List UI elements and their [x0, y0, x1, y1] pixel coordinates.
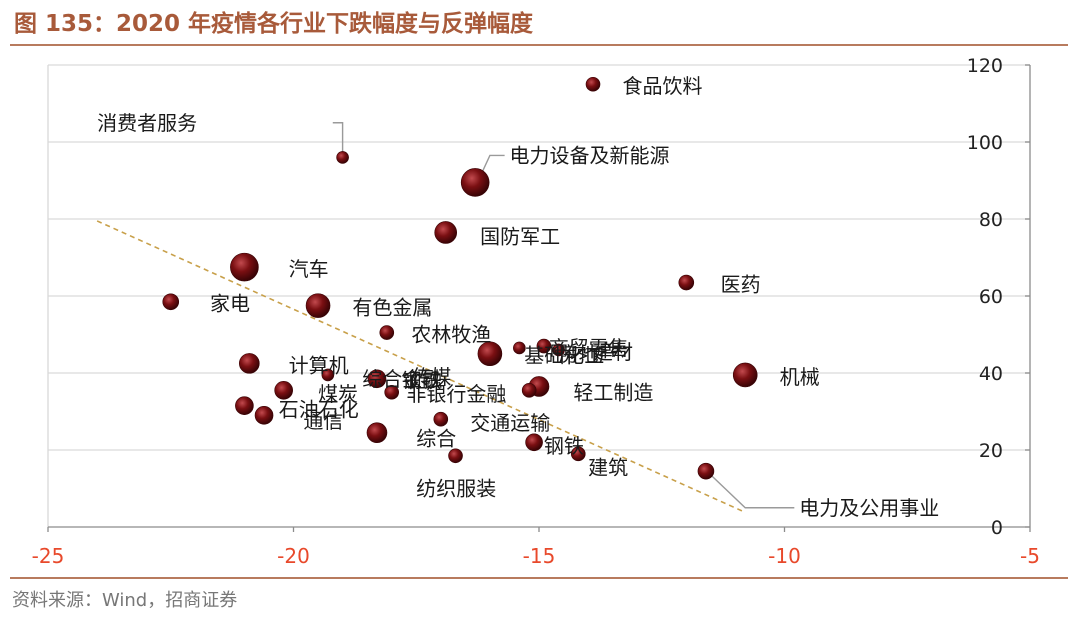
y-tick-label: 40 [979, 363, 1003, 385]
point-label: 医药 [721, 272, 761, 296]
bubble-point [732, 362, 758, 388]
bubble-point [433, 411, 449, 427]
point-label: 家电 [210, 292, 250, 316]
point-label: 机械 [780, 365, 820, 389]
bubble-point [477, 341, 503, 367]
point-label: 农林牧渔 [411, 323, 491, 347]
point-label: 石油石化 [279, 398, 359, 422]
point-label: 钢铁 [402, 369, 442, 393]
bubble-point [254, 406, 274, 425]
bubble-point [305, 293, 331, 318]
bubble-point [366, 422, 388, 443]
bubble-point [274, 381, 293, 400]
bubble-point [367, 369, 387, 389]
source-note: 资料来源：Wind，招商证券 [12, 590, 238, 611]
bubble-point [697, 462, 715, 480]
y-tick-label: 100 [967, 132, 1003, 154]
title-rule [10, 44, 1068, 46]
y-tick-label: 60 [979, 286, 1003, 308]
bubble-point [384, 384, 400, 400]
point-label: 商贸零售 [549, 336, 629, 360]
point-label: 电力设备及新能源 [510, 143, 670, 167]
leader-line [479, 154, 505, 177]
point-label: 建筑 [588, 455, 628, 479]
x-tick-label: -20 [277, 544, 310, 568]
bubble-point [239, 353, 260, 374]
point-label: 房地产 [559, 342, 619, 366]
point-label: 食品饮料 [622, 74, 702, 98]
point-label: 汽车 [289, 257, 329, 281]
trendline [96, 220, 746, 514]
point-label: 煤炭 [318, 382, 358, 406]
bubble-point [552, 343, 565, 357]
bubble-point [379, 325, 395, 340]
point-label: 建材 [593, 340, 633, 364]
bubble-point [434, 221, 458, 244]
point-label: 有色金属 [352, 296, 432, 320]
point-label: 基础化工 [524, 344, 604, 368]
point-label: 传媒 [411, 365, 451, 389]
y-tick-label: 80 [979, 209, 1003, 231]
point-label: 交通运输 [470, 411, 550, 435]
y-tick-label: 120 [967, 55, 1003, 77]
bubble-point [525, 433, 543, 452]
point-label: 通信 [303, 409, 343, 433]
bubble-point [678, 274, 695, 291]
x-tick-label: -15 [523, 544, 556, 568]
bubble-point [448, 448, 463, 464]
point-label: 综合金融 [362, 367, 442, 391]
bubble-point [521, 383, 537, 398]
point-label: 轻工制造 [573, 380, 653, 404]
bubble-point [230, 252, 259, 282]
leader-line [710, 474, 795, 509]
bubble-point [162, 293, 180, 311]
point-label: 国防军工 [480, 224, 560, 248]
point-label: 非银行金融 [406, 382, 506, 406]
bubble-point [235, 396, 254, 416]
figure-title: 图 135：2020 年疫情各行业下跌幅度与反弹幅度 [14, 11, 534, 37]
y-tick-label: 0 [991, 517, 1003, 539]
x-tick-label: -10 [768, 544, 801, 568]
point-label: 纺织服装 [416, 477, 496, 501]
x-tick-label: -25 [32, 544, 65, 568]
bubble-point [570, 446, 586, 462]
point-label: 综合 [416, 426, 456, 450]
bubble-point [585, 76, 601, 92]
point-label: 钢铁 [544, 434, 584, 458]
point-label: 电力及公用事业 [799, 496, 939, 520]
bubble-point [536, 338, 552, 354]
bubble-point [460, 168, 490, 197]
bubble-point [336, 151, 349, 164]
y-tick-label: 20 [979, 440, 1003, 462]
bubble-point [321, 368, 335, 382]
leader-line [332, 122, 344, 152]
point-label: 消费者服务 [97, 111, 197, 135]
point-label: 计算机 [289, 353, 349, 377]
bubble-point [513, 341, 526, 355]
x-tick-label: -5 [1020, 544, 1040, 568]
source-rule [10, 577, 1068, 579]
